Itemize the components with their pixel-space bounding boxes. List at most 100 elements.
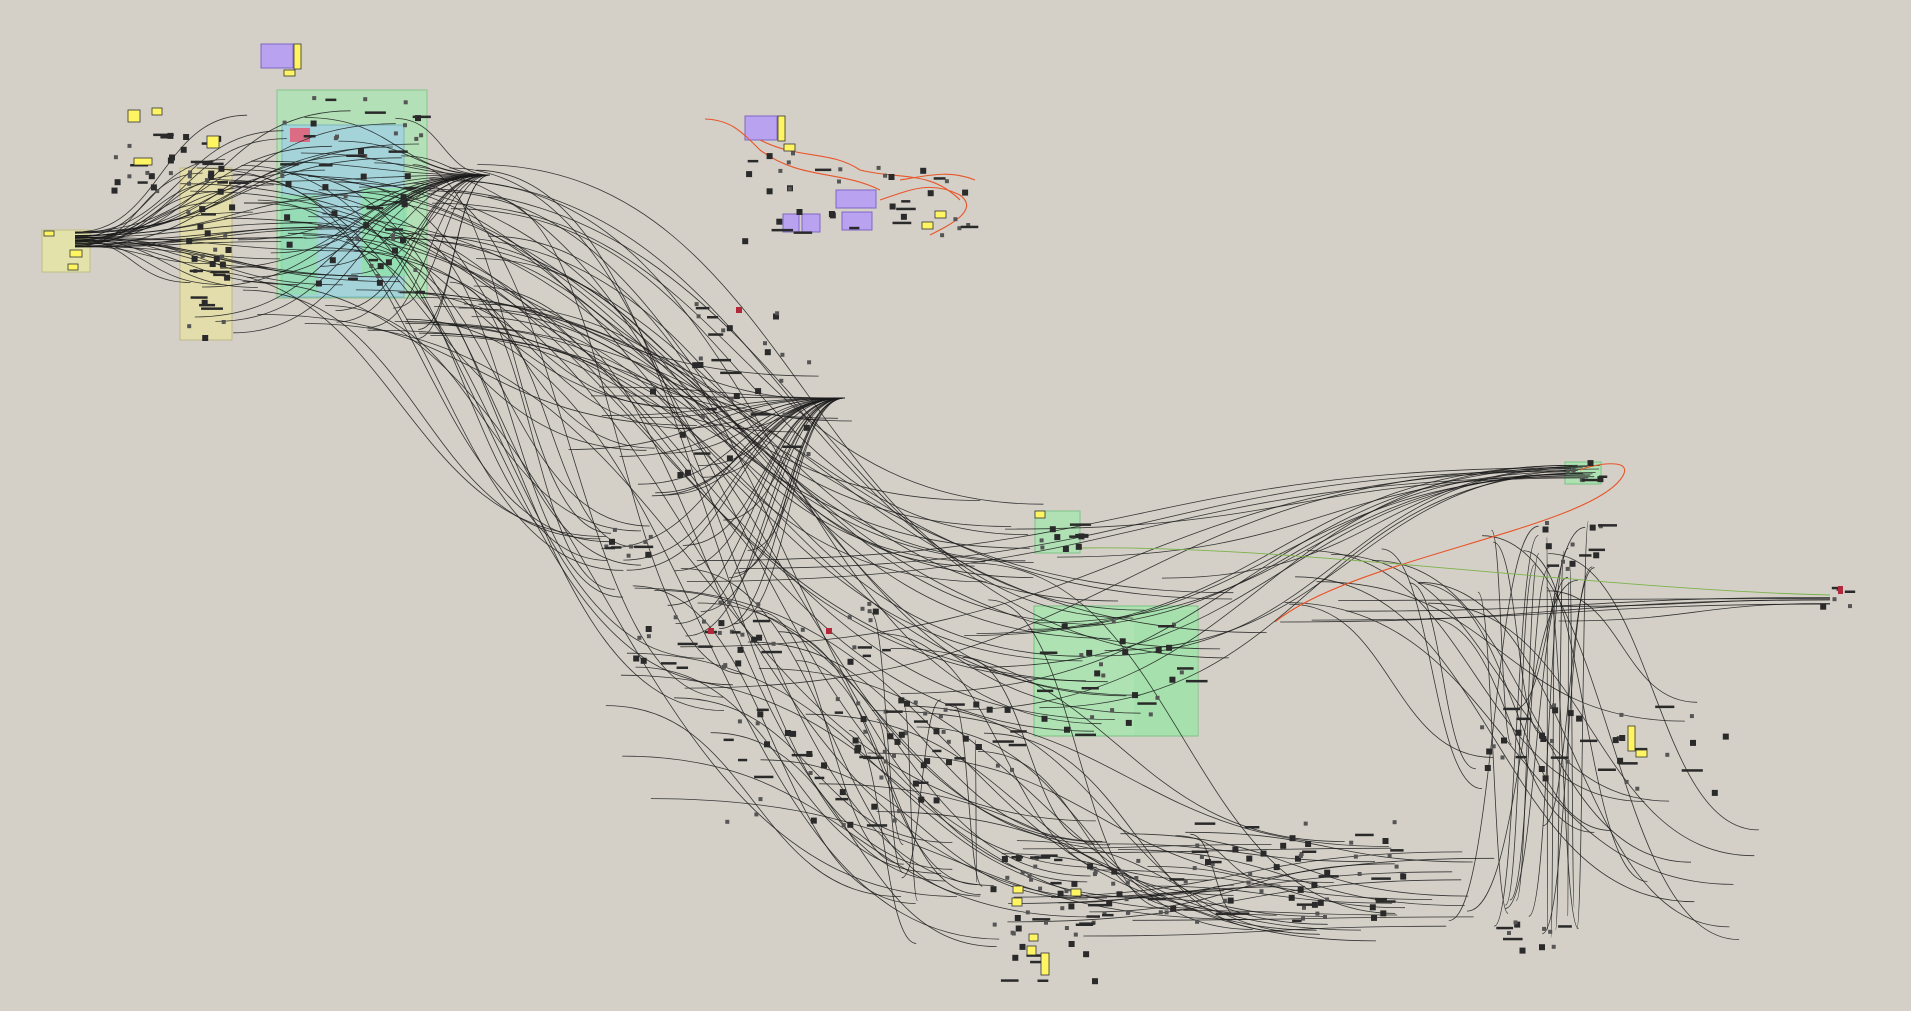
node-445[interactable] xyxy=(1301,916,1305,921)
node-476[interactable] xyxy=(1232,846,1239,853)
node-label-237[interactable] xyxy=(857,646,873,649)
wire-73[interactable] xyxy=(242,289,601,540)
panel-7[interactable] xyxy=(67,263,79,271)
node-45[interactable] xyxy=(208,170,215,177)
wire-227[interactable] xyxy=(903,705,918,902)
node-195[interactable] xyxy=(626,553,631,558)
node-label-518[interactable] xyxy=(1681,769,1703,772)
node-label-145[interactable] xyxy=(933,177,946,180)
node-71[interactable] xyxy=(393,131,398,136)
node-245[interactable] xyxy=(1040,545,1045,550)
node-16[interactable] xyxy=(187,174,192,179)
node-136[interactable] xyxy=(766,153,773,160)
node-label-543[interactable] xyxy=(1581,478,1604,482)
wire-183[interactable] xyxy=(1095,467,1583,657)
node-421[interactable] xyxy=(1192,866,1197,871)
node-label-151[interactable] xyxy=(960,225,979,229)
node-label-188[interactable] xyxy=(708,333,724,336)
node-86[interactable] xyxy=(310,120,317,127)
panel-11[interactable] xyxy=(783,143,796,152)
node-502[interactable] xyxy=(1689,714,1694,719)
node-label-144[interactable] xyxy=(901,200,911,203)
node-label-331[interactable] xyxy=(917,781,929,785)
node-513[interactable] xyxy=(1619,712,1624,717)
node-294[interactable] xyxy=(821,762,827,769)
node-343[interactable] xyxy=(975,744,982,750)
node-262[interactable] xyxy=(1061,623,1068,630)
node-527[interactable] xyxy=(1542,926,1547,931)
wire-156[interactable] xyxy=(700,397,846,612)
node-label-456[interactable] xyxy=(1375,897,1387,901)
node-label-26[interactable] xyxy=(202,162,224,166)
node-179[interactable] xyxy=(733,393,740,399)
node-204[interactable] xyxy=(633,655,640,662)
node-label-322[interactable] xyxy=(954,757,966,760)
node-348[interactable] xyxy=(923,711,928,716)
wire-222[interactable] xyxy=(1550,587,1556,938)
wire-124[interactable] xyxy=(325,305,642,532)
wire-30[interactable] xyxy=(74,191,224,243)
node-label-401[interactable] xyxy=(1032,918,1051,921)
node-label-321[interactable] xyxy=(754,775,774,779)
node-81[interactable] xyxy=(329,257,336,264)
wire-58[interactable] xyxy=(393,174,491,239)
wire-70[interactable] xyxy=(318,189,832,401)
wire-277[interactable] xyxy=(1107,843,1376,863)
node-561[interactable] xyxy=(1848,604,1852,609)
node-214[interactable] xyxy=(735,660,742,667)
wire-204[interactable] xyxy=(1482,535,1740,940)
node-154[interactable] xyxy=(697,362,704,368)
node-395[interactable] xyxy=(1015,925,1022,932)
node-125[interactable] xyxy=(962,189,969,196)
node-190[interactable] xyxy=(604,544,609,549)
node-label-274[interactable] xyxy=(1185,679,1208,683)
wire-273[interactable] xyxy=(1120,833,1469,897)
wire-75[interactable] xyxy=(435,324,1034,563)
wire-98[interactable] xyxy=(463,303,635,548)
node-283[interactable] xyxy=(882,749,887,754)
node-189[interactable] xyxy=(643,539,648,544)
node-label-411[interactable] xyxy=(1030,856,1051,859)
node-label-410[interactable] xyxy=(1026,954,1047,957)
node-label-250[interactable] xyxy=(1075,533,1089,537)
node-389[interactable] xyxy=(992,922,997,927)
node-91[interactable] xyxy=(322,184,329,191)
node-269[interactable] xyxy=(1099,662,1103,667)
node-52[interactable] xyxy=(224,274,231,281)
wire-132[interactable] xyxy=(449,167,994,886)
wire-167[interactable] xyxy=(639,397,846,419)
node-378[interactable] xyxy=(1064,926,1069,930)
node-140[interactable] xyxy=(953,217,958,222)
node-335[interactable] xyxy=(1004,706,1011,713)
node-label-29[interactable] xyxy=(137,181,148,184)
node-228[interactable] xyxy=(847,615,852,620)
wire-86[interactable] xyxy=(352,246,650,527)
node-68[interactable] xyxy=(363,222,370,229)
node-548[interactable] xyxy=(1565,566,1570,571)
group-purple-mid-a[interactable] xyxy=(835,189,877,209)
node-191[interactable] xyxy=(612,527,617,532)
node-193[interactable] xyxy=(645,551,652,558)
node-label-149[interactable] xyxy=(793,231,813,234)
wire-113[interactable] xyxy=(431,202,1044,505)
node-338[interactable] xyxy=(854,747,861,754)
node-425[interactable] xyxy=(1210,862,1215,867)
node-372[interactable] xyxy=(1012,954,1019,961)
wire-127[interactable] xyxy=(428,190,975,567)
node-label-412[interactable] xyxy=(1086,915,1100,918)
node-label-520[interactable] xyxy=(1655,705,1675,709)
node-305[interactable] xyxy=(871,803,878,810)
node-19[interactable] xyxy=(127,174,132,179)
node-258[interactable] xyxy=(1125,719,1132,726)
node-491[interactable] xyxy=(1619,735,1626,741)
wire-285[interactable] xyxy=(1089,863,1395,913)
node-547[interactable] xyxy=(1589,524,1596,531)
node-267[interactable] xyxy=(1148,712,1153,717)
node-222[interactable] xyxy=(751,636,758,643)
node-362[interactable] xyxy=(1014,915,1021,921)
node-474[interactable] xyxy=(1246,855,1253,862)
node-306[interactable] xyxy=(852,737,859,744)
node-20[interactable] xyxy=(167,157,174,164)
node-161[interactable] xyxy=(755,388,762,395)
wire-106[interactable] xyxy=(473,285,953,870)
